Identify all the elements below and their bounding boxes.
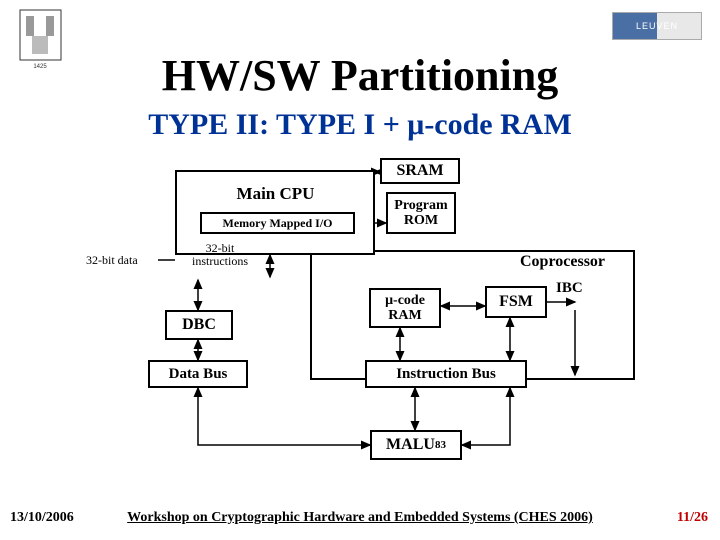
mucode-label: μ-codeRAM xyxy=(385,293,425,324)
maincpu-box: Main CPU xyxy=(198,180,353,208)
ibc-label: IBC xyxy=(556,280,583,297)
progrom-label: ProgramROM xyxy=(394,198,447,229)
page-title: HW/SW Partitioning xyxy=(0,50,720,101)
dbc-box: DBC xyxy=(165,310,233,340)
footer-text: Workshop on Cryptographic Hardware and E… xyxy=(0,510,720,526)
instrbus-box: Instruction Bus xyxy=(365,360,527,388)
fsm-box: FSM xyxy=(485,286,547,318)
architecture-diagram: SRAM Main CPU Memory Mapped I/O ProgramR… xyxy=(80,150,640,470)
page-number: 11/26 xyxy=(677,510,708,526)
label-32bit-data: 32-bit data xyxy=(86,253,138,268)
sram-box: SRAM xyxy=(380,158,460,184)
label-32bit-instructions: 32-bitinstructions xyxy=(192,242,248,268)
malu-subscript: 83 xyxy=(435,439,446,451)
leuven-logo-text: LEUVEN xyxy=(636,21,678,31)
memio-box: Memory Mapped I/O xyxy=(200,212,355,234)
page-subtitle: TYPE II: TYPE I + μ-code RAM xyxy=(0,108,720,142)
progrom-box: ProgramROM xyxy=(386,192,456,234)
mucode-box: μ-codeRAM xyxy=(369,288,441,328)
coprocessor-label: Coprocessor xyxy=(520,253,605,271)
malu-box: MALU83 xyxy=(370,430,462,460)
leuven-logo: LEUVEN xyxy=(612,12,702,40)
databus-box: Data Bus xyxy=(148,360,248,388)
malu-label: MALU xyxy=(386,436,435,454)
